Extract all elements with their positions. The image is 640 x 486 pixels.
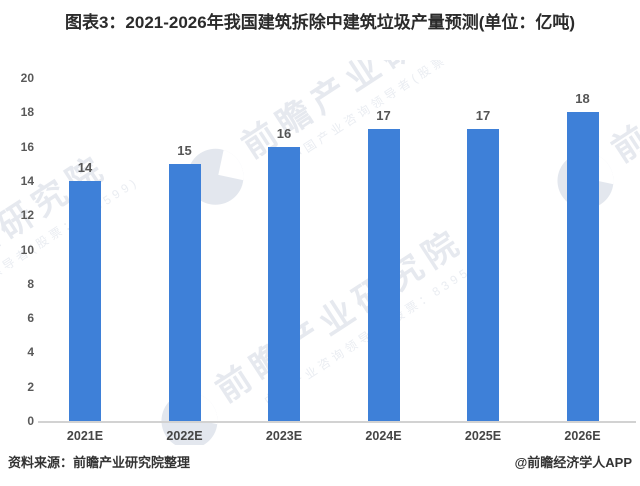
credit-note: @前瞻经济学人APP bbox=[514, 454, 632, 470]
watermark-subtitle-text: 中国产业咨询领导者(股票：839599) bbox=[628, 60, 640, 187]
bar-2024E bbox=[367, 129, 400, 421]
y-axis-tick-label: 2 bbox=[27, 379, 34, 394]
bar-chart-plot-area: 前瞻产业研究院中国产业咨询领导者(股票：839599)前瞻产业研究院中国产业咨询… bbox=[0, 60, 640, 445]
bar-2025E bbox=[467, 129, 499, 421]
bar-2026E bbox=[566, 112, 599, 421]
x-axis-tick-label: 2023E bbox=[265, 429, 303, 443]
y-axis-tick-label: 10 bbox=[20, 242, 34, 257]
bar-2023E bbox=[268, 146, 300, 421]
x-axis-tick-label: 2022E bbox=[166, 429, 203, 443]
bar-value-label: 17 bbox=[376, 108, 391, 124]
bar-value-label: 18 bbox=[575, 91, 590, 107]
y-axis-tick-label: 18 bbox=[20, 105, 34, 120]
bar-value-label: 15 bbox=[177, 142, 192, 158]
x-axis-tick-label: 2026E bbox=[564, 429, 601, 443]
chart-title: 图表3：2021-2026年我国建筑拆除中建筑垃圾产量预测(单位：亿吨) bbox=[64, 13, 576, 32]
bar-value-label: 17 bbox=[475, 108, 491, 124]
y-axis-tick-label: 4 bbox=[27, 345, 34, 360]
x-axis-tick-label: 2021E bbox=[66, 429, 104, 443]
bar-2021E bbox=[69, 180, 101, 421]
watermark-brand-text: 前瞻产业研究院 bbox=[605, 60, 640, 170]
y-axis-tick-label: 20 bbox=[20, 71, 34, 85]
bar-value-label: 16 bbox=[276, 125, 292, 141]
y-axis-tick-label: 12 bbox=[20, 208, 34, 223]
x-axis-line bbox=[38, 421, 636, 423]
source-note: 资料来源：前瞻产业研究院整理 bbox=[8, 454, 191, 470]
y-axis-tick-label: 8 bbox=[27, 276, 34, 291]
bar-2022E bbox=[168, 163, 201, 421]
bar-value-label: 14 bbox=[77, 159, 93, 175]
y-axis-tick-label: 0 bbox=[27, 414, 34, 428]
footer: 资料来源：前瞻产业研究院整理 @前瞻经济学人APP bbox=[0, 448, 640, 474]
y-axis-tick-label: 16 bbox=[20, 139, 34, 154]
y-axis-tick-label: 14 bbox=[20, 173, 34, 188]
watermark-brand-text: 前瞻产业研究院 bbox=[209, 221, 471, 410]
x-axis-tick-label: 2025E bbox=[464, 429, 502, 443]
y-axis-tick-label: 6 bbox=[27, 311, 34, 326]
x-axis-tick-label: 2024E bbox=[365, 429, 402, 443]
